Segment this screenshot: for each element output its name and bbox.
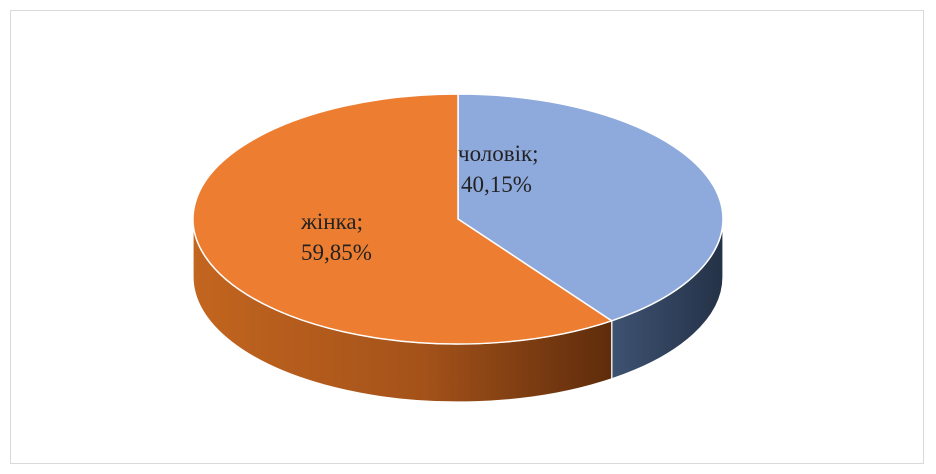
pie-chart: чоловік; 40,15% жінка; 59,85% [192,93,724,403]
slice-label-cholovik: чоловік; 40,15% [458,141,544,197]
slice-label-zhinka: жінка; 59,85% [300,209,372,265]
pie-slice-cholovik [457,93,724,322]
pie-slice-zhinka [192,93,613,345]
chart-frame: чоловік; 40,15% жінка; 59,85% [10,10,924,464]
